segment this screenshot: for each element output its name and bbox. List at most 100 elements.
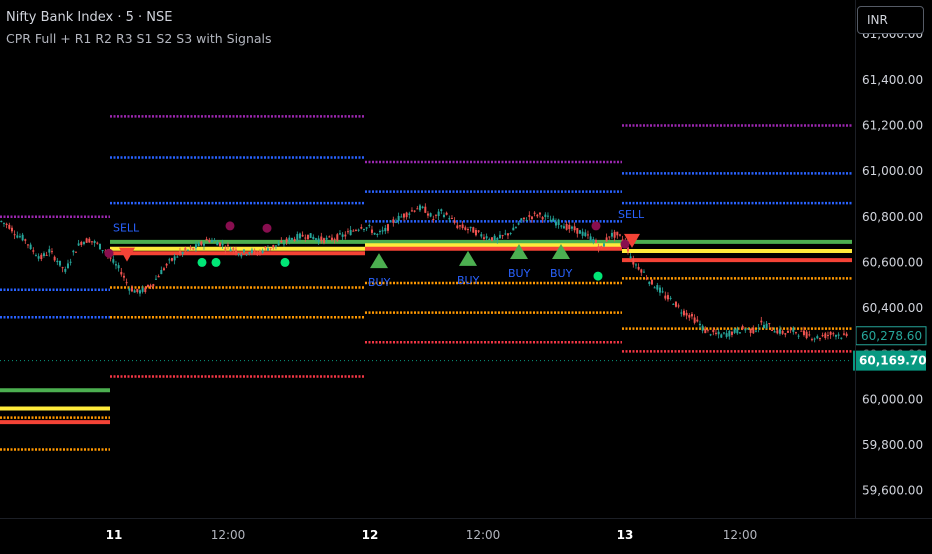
candle-body [248, 252, 251, 254]
signal-dot [262, 223, 272, 233]
candle-body [760, 320, 763, 323]
candle-body [722, 332, 725, 334]
candle-body [802, 330, 805, 336]
candle-body [645, 278, 648, 280]
candle-body [122, 275, 125, 278]
candle-body [221, 243, 224, 246]
candle-body [738, 332, 741, 334]
candle-body [242, 249, 245, 253]
candle-body [818, 338, 821, 340]
candle-body [64, 269, 67, 272]
candle-body [74, 251, 77, 253]
candle-body [677, 305, 680, 307]
candle-body [536, 214, 539, 217]
candle-body [160, 269, 163, 275]
signal-dot [280, 257, 290, 267]
signal-dot [104, 248, 114, 258]
candle-body [416, 208, 419, 210]
candle-body [152, 284, 155, 287]
candle-body [768, 323, 771, 325]
candle-body [810, 339, 813, 341]
candle-body [0, 220, 3, 222]
candle-body [144, 287, 147, 293]
candle-body [194, 244, 197, 249]
candle-body [525, 219, 528, 221]
candle-body [472, 227, 475, 233]
currency-button[interactable]: INR [857, 6, 924, 34]
y-tick-label: 60,800.00 [862, 210, 923, 224]
candle-body [402, 213, 405, 218]
x-axis[interactable]: 11 12:00 12 12:00 13 12:00 [106, 528, 758, 542]
candle-body [352, 230, 355, 232]
candle-body [90, 241, 93, 243]
candle-body [482, 237, 485, 239]
candle-body [405, 212, 408, 218]
candle-body [400, 216, 403, 218]
signal-dot [593, 271, 603, 281]
candle-body [698, 323, 701, 326]
candle-body [685, 312, 688, 316]
candle-body [2, 222, 5, 224]
indicator-title[interactable]: CPR Full + R1 R2 R3 S1 S2 S3 with Signal… [6, 31, 272, 46]
candle-body [461, 224, 464, 229]
candle-body [546, 215, 549, 217]
candle-body [397, 215, 400, 221]
candle-body [602, 243, 605, 247]
candle-body [434, 214, 437, 216]
candle-body [808, 334, 811, 336]
candle-body [408, 213, 411, 215]
candle-body [133, 290, 136, 293]
candle-body [229, 249, 232, 252]
candle-body [522, 217, 525, 220]
candle-body [642, 271, 645, 273]
candle-body [592, 239, 595, 243]
candle-body [258, 250, 261, 253]
candle-body [154, 278, 157, 280]
candle-body [448, 218, 451, 220]
candle-body [701, 325, 704, 331]
candle-body [458, 225, 461, 227]
candle-body [469, 226, 472, 229]
y-tick-label: 59,800.00 [862, 438, 923, 452]
candle-body [541, 217, 544, 220]
candle-body [765, 323, 768, 329]
signal-dot [591, 221, 601, 231]
candles-layer [0, 203, 848, 343]
candle-body [442, 214, 445, 217]
candle-body [688, 315, 691, 318]
candle-body [709, 334, 712, 336]
candle-body [280, 240, 283, 243]
candle-body [784, 333, 787, 335]
sell-signal-marker [119, 247, 135, 262]
y-tick-label: 61,400.00 [862, 73, 923, 87]
candle-body [296, 234, 299, 241]
candle-body [418, 205, 421, 211]
candle-body [421, 206, 424, 209]
candle-body [480, 234, 483, 237]
buy-signal-label: BUY [368, 276, 391, 289]
candle-body [330, 237, 333, 241]
candle-body [733, 328, 736, 333]
chart-title[interactable]: Nifty Bank Index · 5 · NSE [6, 10, 173, 25]
candle-body [136, 288, 139, 292]
cpr-levels-layer [0, 115, 852, 451]
candle-body [61, 267, 64, 269]
candle-body [466, 229, 469, 231]
candle-body [192, 247, 195, 250]
y-tick-label: 60,400.00 [862, 301, 923, 315]
candle-body [432, 218, 435, 220]
candle-body [157, 276, 160, 278]
candle-body [549, 219, 552, 222]
candle-body [66, 263, 69, 269]
candle-body [450, 217, 453, 219]
candle-body [293, 238, 296, 241]
candle-body [344, 234, 347, 237]
candle-body [266, 248, 269, 251]
candle-body [130, 287, 133, 292]
candle-body [210, 240, 213, 243]
candle-body [730, 331, 733, 335]
candle-body [117, 265, 120, 269]
y-axis[interactable]: 61,600.0061,400.0061,200.0061,000.0060,8… [862, 27, 923, 497]
